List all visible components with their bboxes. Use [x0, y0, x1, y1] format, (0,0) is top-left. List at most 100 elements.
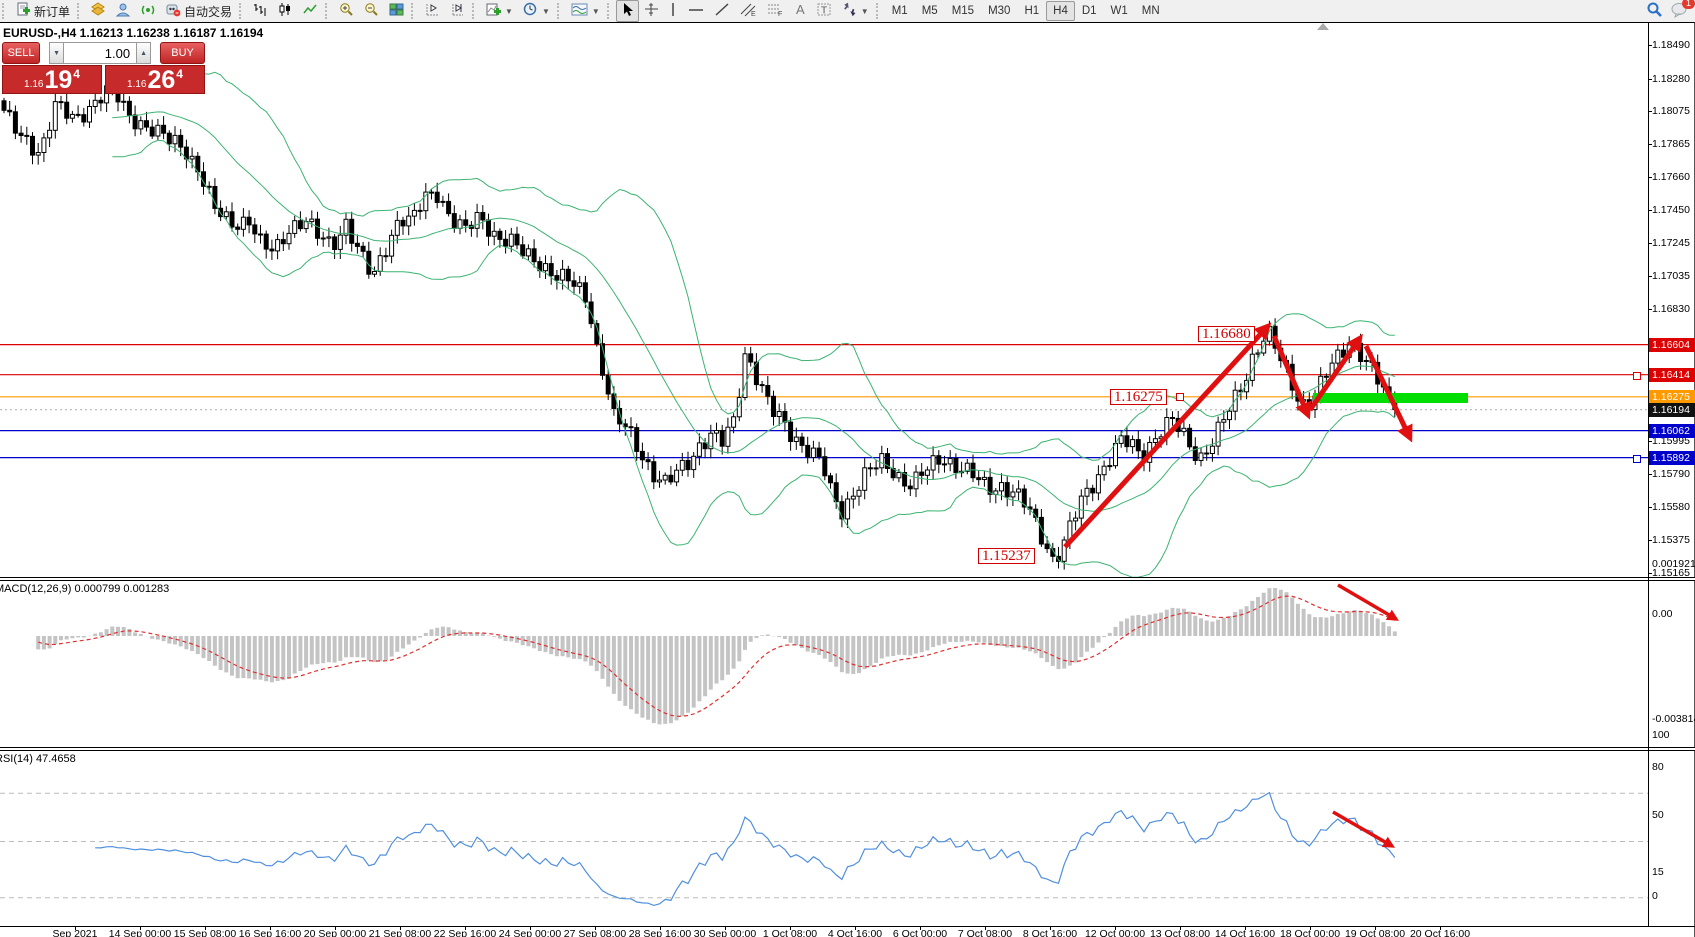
price-tick-label: 1.18075	[1652, 105, 1690, 118]
line-handle[interactable]	[1633, 454, 1641, 463]
toolbar: 新订单 自动交易	[0, 0, 1695, 23]
bollinger-upper	[112, 71, 1395, 461]
buy-button[interactable]: BUY	[160, 42, 205, 64]
splitter-marker[interactable]	[1317, 23, 1329, 30]
price-tick-mark	[1648, 78, 1652, 80]
auto-scroll-button[interactable]	[445, 0, 470, 22]
time-axis[interactable]: Sep 2021 14 Sep 00:00 15 Sep 08:00 16 Sep 1…	[0, 926, 1695, 937]
crosshair-icon	[644, 2, 659, 20]
timeframe-m15[interactable]: M15	[951, 5, 975, 17]
cursor-button[interactable]	[615, 0, 639, 22]
chart-title-ohlc: EURUSD-,H4 1.16213 1.16238 1.16187 1.161…	[3, 26, 264, 40]
time-tick-label: 18 Oct 00:00	[1279, 928, 1341, 937]
new-order-button[interactable]: 新订单	[11, 0, 75, 22]
market-button[interactable]	[86, 0, 111, 22]
arrows-shapes-button[interactable]: ▼	[837, 0, 874, 22]
timeframe-h1[interactable]: H1	[1024, 5, 1040, 17]
chevron-down-icon: ▼	[505, 6, 513, 16]
level-price-label: 1.16275	[1649, 389, 1695, 404]
price-tick-mark	[1648, 242, 1652, 244]
horizontal-line-button[interactable]	[683, 0, 709, 22]
timeframe-m30[interactable]: M30	[988, 5, 1011, 17]
pane-separator[interactable]	[0, 577, 1695, 581]
pane-separator[interactable]	[0, 747, 1695, 751]
svg-text:E: E	[751, 11, 756, 17]
tile-windows-button[interactable]	[384, 0, 409, 22]
timeframe-m1[interactable]: M1	[891, 5, 908, 17]
templates-button[interactable]: ▼	[566, 0, 605, 22]
timeframe-h4[interactable]: H4	[1046, 1, 1075, 21]
trendline-icon	[714, 2, 730, 20]
add-indicator-button[interactable]: ▼	[481, 0, 518, 22]
buy-price-button[interactable]: 1.16 26 4	[105, 65, 205, 94]
vertical-line-button[interactable]	[664, 0, 683, 22]
equidistant-channel-button[interactable]: E	[735, 0, 762, 22]
new-order-label: 新订单	[34, 4, 71, 19]
bollinger-middle	[112, 111, 1396, 512]
fibonacci-button[interactable]: F	[762, 0, 789, 22]
volume-up-button[interactable]: ▲	[136, 42, 152, 64]
price-tick-label: 1.17865	[1652, 138, 1690, 151]
text-button[interactable]: A	[789, 0, 812, 22]
toolbar-grip	[875, 3, 883, 19]
callout-handle[interactable]	[1176, 393, 1184, 401]
search-icon[interactable]	[1646, 1, 1663, 21]
time-tick-mark	[725, 927, 726, 930]
trendline-button[interactable]	[709, 0, 735, 22]
periods-button[interactable]: ▼	[518, 0, 555, 22]
bar-chart-icon	[253, 2, 268, 20]
price-tick-mark	[1648, 111, 1652, 113]
price-tick-mark	[1648, 473, 1652, 475]
chevron-up-icon: ▲	[140, 49, 148, 57]
price-tick-label: 1.15995	[1652, 435, 1690, 448]
timeframe-mn[interactable]: MN	[1141, 5, 1160, 17]
line-handle[interactable]	[1633, 371, 1641, 380]
timeframe-w1[interactable]: W1	[1110, 5, 1128, 17]
macd-pane[interactable]	[0, 581, 1648, 747]
rsi-label: RSI(14) 47.4658	[0, 753, 76, 765]
chart-shift-button[interactable]	[420, 0, 445, 22]
time-tick-mark	[790, 927, 791, 930]
line-chart-button[interactable]	[298, 0, 323, 22]
profile-button[interactable]	[111, 0, 136, 22]
timeframe-m5[interactable]: M5	[921, 5, 938, 17]
price-callout[interactable]: 1.16275	[1110, 389, 1167, 405]
time-tick-mark	[855, 927, 856, 930]
macd-signal-line	[38, 595, 1396, 717]
timeframe-d1[interactable]: D1	[1081, 5, 1097, 17]
crosshair-button[interactable]	[639, 0, 664, 22]
price-callout[interactable]: 1.15237	[978, 548, 1035, 564]
text-label-button[interactable]: T	[812, 0, 837, 22]
price-tick-mark	[1648, 441, 1652, 443]
autotrade-button[interactable]: 自动交易	[161, 0, 237, 22]
signals-button[interactable]	[136, 0, 161, 22]
time-tick-label: 30 Sep 00:00	[693, 928, 757, 937]
trend-arrow	[1307, 333, 1363, 412]
zoom-out-button[interactable]	[359, 0, 384, 22]
sell-button[interactable]: SELL	[2, 42, 41, 64]
rsi-pane[interactable]	[0, 751, 1648, 926]
volume-input[interactable]	[64, 42, 137, 64]
time-tick-mark	[75, 927, 76, 930]
price-tick-mark	[1648, 308, 1652, 310]
volume-down-button[interactable]: ▼	[49, 42, 65, 64]
price-tick-label: 1.16830	[1652, 302, 1690, 315]
chevron-down-icon: ▼	[860, 6, 869, 16]
candlestick-chart-button[interactable]	[273, 0, 298, 22]
price-callout[interactable]: 1.16680	[1198, 326, 1255, 342]
clock-icon	[523, 2, 538, 20]
price-tick-label: 1.15165	[1652, 567, 1690, 579]
zoom-out-icon	[364, 2, 379, 20]
price-chart-pane[interactable]	[0, 23, 1648, 577]
sell-price-button[interactable]: 1.16 19 4	[2, 65, 102, 94]
time-tick-mark	[140, 927, 141, 930]
zoom-in-button[interactable]	[334, 0, 359, 22]
gold-stack-icon	[91, 2, 106, 20]
bar-chart-button[interactable]	[248, 0, 273, 22]
time-tick-label: 12 Oct 00:00	[1084, 928, 1146, 937]
time-tick-label: 6 Oct 00:00	[892, 928, 948, 937]
text-icon: A	[794, 2, 807, 20]
time-tick-label: 14 Sep 00:00	[108, 928, 172, 937]
chat-icon[interactable]: 1	[1671, 0, 1695, 21]
toolbar-grip	[411, 3, 418, 19]
